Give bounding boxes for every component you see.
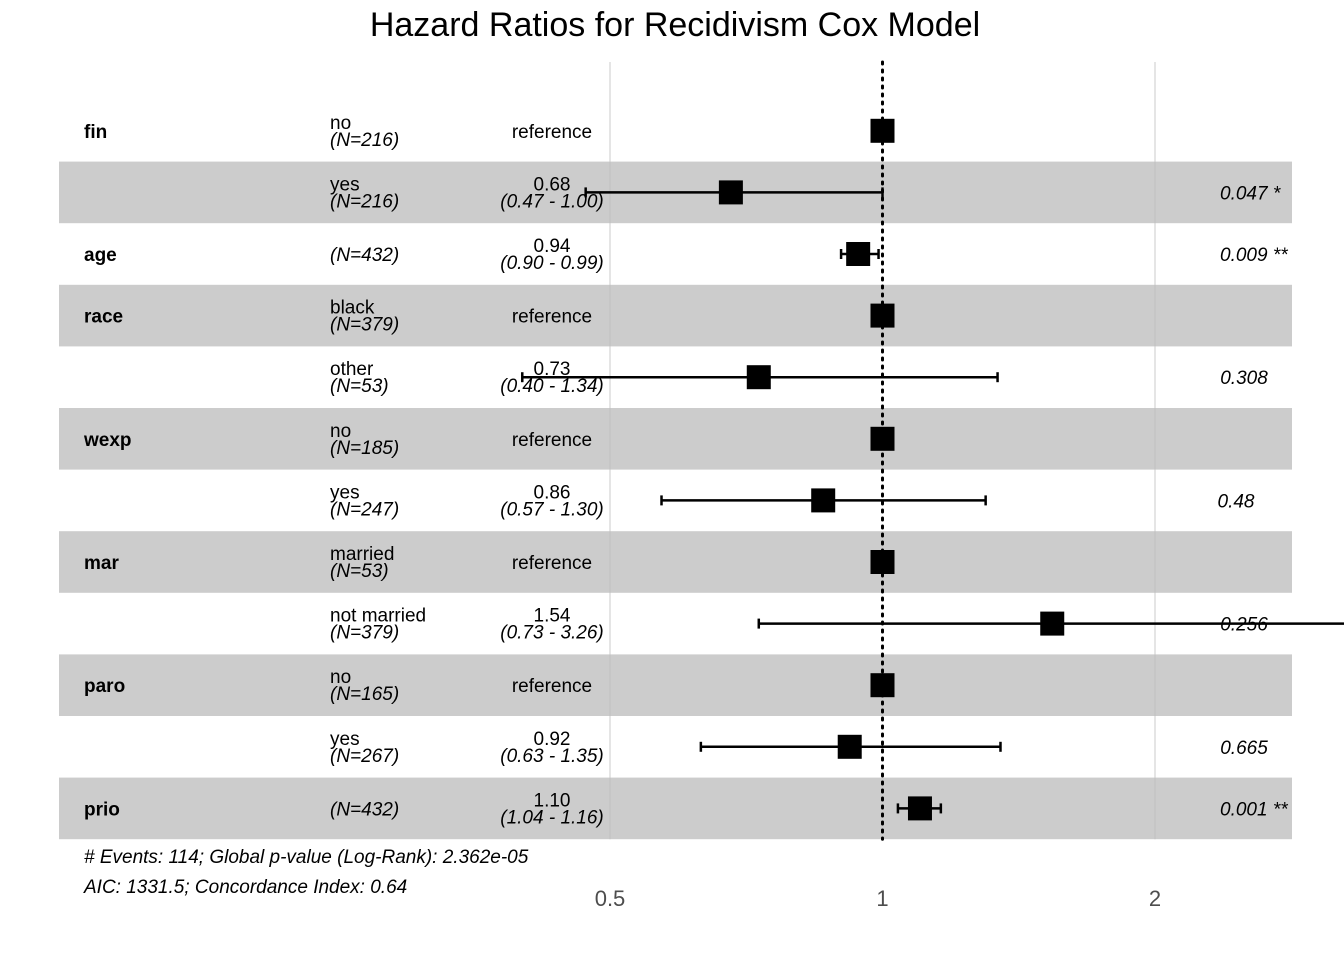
row-stripe [59, 408, 1292, 470]
ci-label: (0.40 - 1.34) [500, 376, 604, 397]
pvalue-label: 0.256 [1220, 615, 1268, 636]
hr-marker [1040, 611, 1065, 636]
estimate-label: reference [512, 676, 592, 697]
hr-marker [811, 488, 836, 513]
pvalue-label: 0.009 ** [1220, 245, 1288, 266]
row-stripe [59, 777, 1292, 840]
variable-label: wexp [83, 430, 132, 451]
estimate-label: 1.10 [534, 790, 571, 811]
ci-label: (1.04 - 1.16) [500, 807, 604, 828]
ci-label: (0.73 - 3.26) [500, 623, 604, 644]
hr-marker [907, 796, 932, 821]
level-label: yes [330, 174, 360, 195]
x-axis: 0.5 1 2 [595, 886, 1161, 911]
variable-label: paro [84, 676, 125, 697]
variable-label: race [84, 307, 123, 328]
level-label: black [330, 298, 375, 319]
n-label: (N=53) [330, 561, 389, 582]
level-label: yes [330, 482, 360, 503]
row-stripe [59, 284, 1292, 347]
ci-label: (0.90 - 0.99) [500, 253, 604, 274]
pvalue-label: 0.001 ** [1220, 799, 1288, 820]
estimate-label: 0.92 [534, 729, 571, 750]
n-label: (N=216) [330, 191, 399, 212]
estimate-label: 0.73 [534, 359, 571, 380]
level-label: no [330, 113, 351, 134]
level-label: other [330, 359, 374, 380]
n-label: (N=247) [330, 499, 399, 520]
n-label: (N=53) [330, 376, 389, 397]
row-stripe [59, 654, 1292, 716]
row-stripe [59, 531, 1292, 593]
chart-title: Hazard Ratios for Recidivism Cox Model [369, 6, 981, 44]
hr-marker [870, 118, 895, 143]
n-label: (N=432) [330, 799, 399, 820]
hr-marker [870, 673, 895, 698]
hr-marker [870, 303, 895, 328]
pvalue-label: 0.665 [1220, 738, 1268, 759]
n-label: (N=216) [330, 130, 399, 151]
pvalue-label: 0.047 * [1220, 183, 1281, 204]
hr-marker [846, 242, 871, 266]
n-label: (N=267) [330, 746, 399, 767]
chart-marks [521, 118, 1344, 821]
n-label: (N=165) [330, 684, 399, 705]
ci-label: (0.63 - 1.35) [500, 746, 604, 767]
n-label: (N=185) [330, 438, 399, 459]
ci-label: (0.57 - 1.30) [500, 499, 604, 520]
estimate-label: reference [512, 553, 592, 574]
estimate-label: reference [512, 122, 592, 143]
footnote-2: AIC: 1331.5; Concordance Index: 0.64 [83, 877, 407, 898]
variable-label: fin [84, 122, 107, 143]
row-labels: fin no(N=216) referenceyes(N=216)0.68(0.47… [83, 113, 1288, 829]
estimate-label: reference [512, 430, 592, 451]
x-tick-label: 2 [1149, 886, 1161, 911]
estimate-label: 0.86 [534, 482, 571, 503]
ci-label: (0.47 - 1.00) [500, 191, 604, 212]
variable-label: mar [84, 553, 119, 574]
pvalue-label: 0.308 [1220, 368, 1268, 389]
level-label: yes [330, 729, 360, 750]
estimate-label: 1.54 [534, 606, 571, 627]
footnotes: # Events: 114; Global p-value (Log-Rank)… [83, 847, 529, 898]
x-tick-label: 0.5 [595, 886, 626, 911]
hr-marker [746, 365, 771, 390]
level-label: no [330, 421, 351, 442]
level-label: not married [330, 606, 426, 627]
variable-label: prio [84, 799, 120, 820]
hr-marker [718, 180, 743, 205]
footnote-1: # Events: 114; Global p-value (Log-Rank)… [84, 847, 529, 868]
estimate-label: reference [512, 307, 592, 328]
n-label: (N=379) [330, 315, 399, 336]
x-tick-label: 1 [876, 886, 888, 911]
n-label: (N=432) [330, 245, 399, 266]
pvalue-label: 0.48 [1218, 491, 1255, 512]
hr-marker [837, 734, 862, 759]
variable-label: age [84, 245, 117, 266]
level-label: married [330, 544, 394, 565]
estimate-label: 0.68 [534, 174, 571, 195]
level-label: no [330, 667, 351, 688]
estimate-label: 0.94 [534, 236, 571, 257]
hr-marker [870, 426, 895, 451]
hr-marker [870, 550, 895, 574]
row-stripes [59, 161, 1292, 840]
n-label: (N=379) [330, 623, 399, 644]
